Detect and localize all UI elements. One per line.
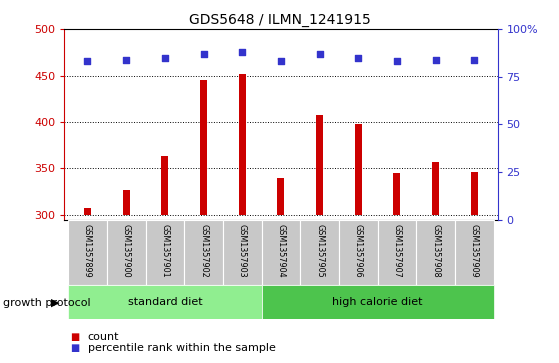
Bar xyxy=(339,220,377,285)
Point xyxy=(277,58,286,64)
Text: GSM1357904: GSM1357904 xyxy=(276,224,286,278)
Bar xyxy=(262,285,494,319)
Text: GSM1357903: GSM1357903 xyxy=(238,224,247,278)
Point xyxy=(470,57,479,62)
Bar xyxy=(432,162,439,215)
Bar xyxy=(223,220,262,285)
Bar xyxy=(184,220,223,285)
Bar xyxy=(68,285,262,319)
Bar xyxy=(145,220,184,285)
Bar xyxy=(471,172,478,215)
Point xyxy=(238,49,247,55)
Text: GSM1357900: GSM1357900 xyxy=(122,224,131,278)
Bar xyxy=(122,190,130,215)
Text: GSM1357902: GSM1357902 xyxy=(199,224,208,278)
Bar xyxy=(262,220,300,285)
Text: ▶: ▶ xyxy=(50,298,59,308)
Point xyxy=(315,51,324,57)
Point xyxy=(392,58,401,64)
Text: percentile rank within the sample: percentile rank within the sample xyxy=(88,343,276,354)
Bar xyxy=(68,220,107,285)
Bar xyxy=(239,74,246,215)
Text: high calorie diet: high calorie diet xyxy=(333,297,423,307)
Point xyxy=(199,51,208,57)
Text: GSM1357909: GSM1357909 xyxy=(470,224,479,278)
Text: GSM1357905: GSM1357905 xyxy=(315,224,324,278)
Point xyxy=(354,55,363,61)
Text: GSM1357901: GSM1357901 xyxy=(160,224,169,278)
Text: standard diet: standard diet xyxy=(127,297,202,307)
Point xyxy=(431,57,440,62)
Text: GSM1357899: GSM1357899 xyxy=(83,224,92,278)
Bar xyxy=(455,220,494,285)
Bar xyxy=(277,178,285,215)
Bar xyxy=(300,220,339,285)
Bar xyxy=(377,220,416,285)
Text: count: count xyxy=(88,332,119,342)
Bar xyxy=(162,156,168,215)
Text: GSM1357908: GSM1357908 xyxy=(431,224,440,278)
Point xyxy=(122,57,131,62)
Point xyxy=(160,55,169,61)
Text: GSM1357906: GSM1357906 xyxy=(354,224,363,278)
Bar xyxy=(355,124,362,215)
Point xyxy=(83,58,92,64)
Text: ■: ■ xyxy=(70,332,79,342)
Text: growth protocol: growth protocol xyxy=(3,298,91,308)
Bar xyxy=(416,220,455,285)
Bar xyxy=(316,115,323,215)
Bar xyxy=(394,173,400,215)
Text: GDS5648 / ILMN_1241915: GDS5648 / ILMN_1241915 xyxy=(188,13,371,27)
Bar xyxy=(107,220,145,285)
Text: GSM1357907: GSM1357907 xyxy=(392,224,401,278)
Bar xyxy=(84,208,91,215)
Text: ■: ■ xyxy=(70,343,79,354)
Bar xyxy=(200,80,207,215)
